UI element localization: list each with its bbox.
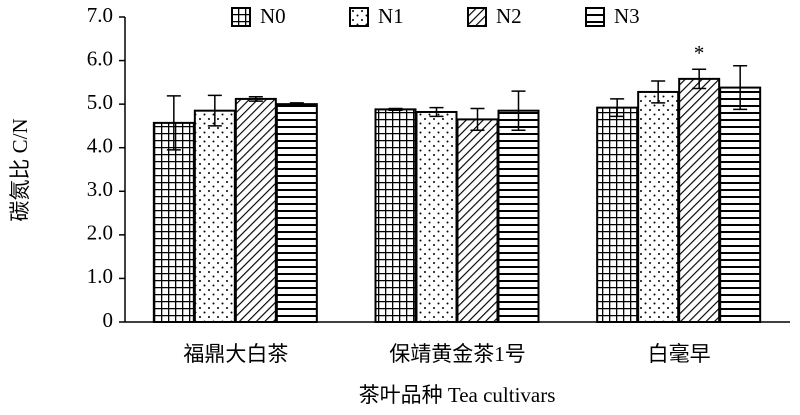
y-tick-label: 6.0: [87, 46, 113, 70]
error-bar: [511, 90, 526, 132]
bar: [678, 77, 721, 323]
bar: [596, 106, 639, 323]
y-tick-label: 2.0: [87, 221, 113, 245]
legend-label: N1: [378, 4, 404, 28]
y-tick-label: 4.0: [87, 134, 113, 158]
x-axis-title: 茶叶品种 Tea cultivars: [359, 383, 556, 407]
y-tick-label: 5.0: [87, 90, 113, 114]
legend-label: N3: [614, 4, 640, 28]
error-bar: [733, 65, 748, 111]
error-bar: [207, 94, 222, 127]
error-bar: [692, 68, 707, 90]
error-bar: [388, 107, 403, 111]
x-tick-label: 保靖黄金茶1号: [389, 342, 526, 366]
legend-swatch: [349, 7, 369, 27]
x-tick-label: 白毫早: [648, 342, 711, 366]
error-bar: [166, 95, 181, 151]
error-bar: [610, 98, 625, 118]
y-tick-label: 3.0: [87, 177, 113, 201]
y-tick-label: 1.0: [87, 264, 113, 288]
legend-swatch: [585, 7, 605, 27]
bar: [275, 103, 318, 324]
bar: [456, 118, 499, 324]
legend-swatch: [467, 7, 487, 27]
x-tick-label: 福鼎大白茶: [183, 342, 288, 366]
y-tick-label: 7.0: [87, 3, 113, 27]
legend-label: N0: [260, 4, 286, 28]
error-bar: [651, 80, 666, 104]
error-bar: [429, 106, 444, 118]
bar: [719, 86, 762, 324]
error-bar: [289, 102, 304, 107]
legend-swatch: [231, 7, 251, 27]
annotation: *: [694, 41, 705, 65]
y-axis-title: 碳氮比 C/N: [8, 118, 32, 221]
bar: [234, 97, 277, 323]
bar: [415, 110, 458, 323]
bar: [152, 121, 195, 323]
y-tick-label: 0: [103, 308, 114, 332]
legend-label: N2: [496, 4, 522, 28]
error-bar: [470, 107, 485, 132]
bar: [637, 90, 680, 323]
bar: [497, 109, 540, 323]
bar: [374, 108, 417, 323]
error-bar: [248, 95, 263, 102]
bar: [193, 109, 236, 323]
